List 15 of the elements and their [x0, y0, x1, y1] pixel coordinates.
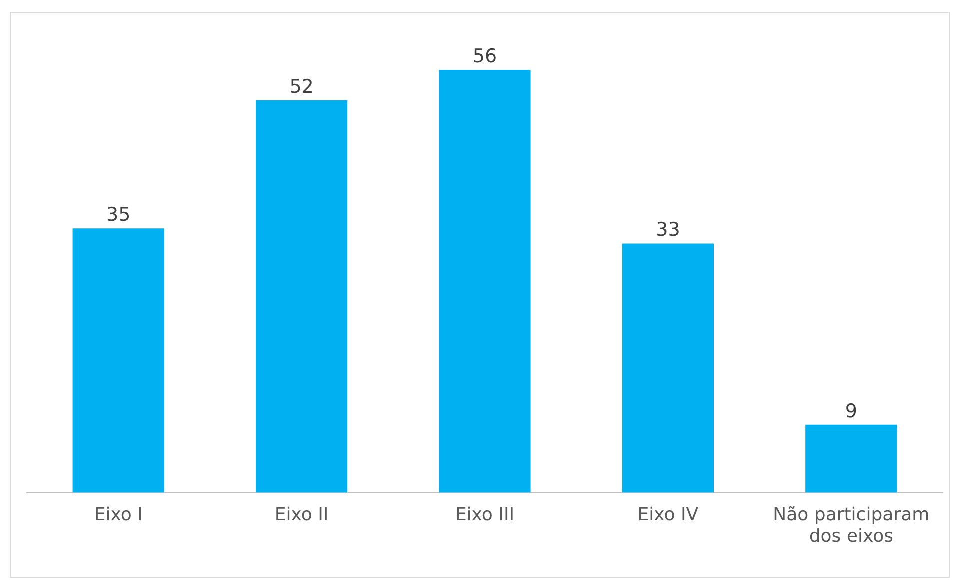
x-tick-label: Eixo II: [274, 504, 329, 526]
x-tick-label: Não participaram dos eixos: [773, 504, 930, 547]
data-label: 52: [290, 76, 314, 98]
data-label: 35: [106, 204, 131, 226]
bar: [72, 228, 164, 493]
data-label: 33: [656, 219, 680, 242]
bar: [439, 70, 531, 493]
data-label: 9: [845, 400, 858, 422]
x-tick-label: Eixo III: [455, 504, 515, 526]
bar: [256, 100, 348, 493]
bar: [622, 244, 714, 493]
x-tick-label: Eixo I: [94, 504, 143, 526]
bar: [806, 424, 898, 493]
x-tick-label: Eixo IV: [638, 504, 700, 526]
data-label: 56: [472, 46, 498, 68]
